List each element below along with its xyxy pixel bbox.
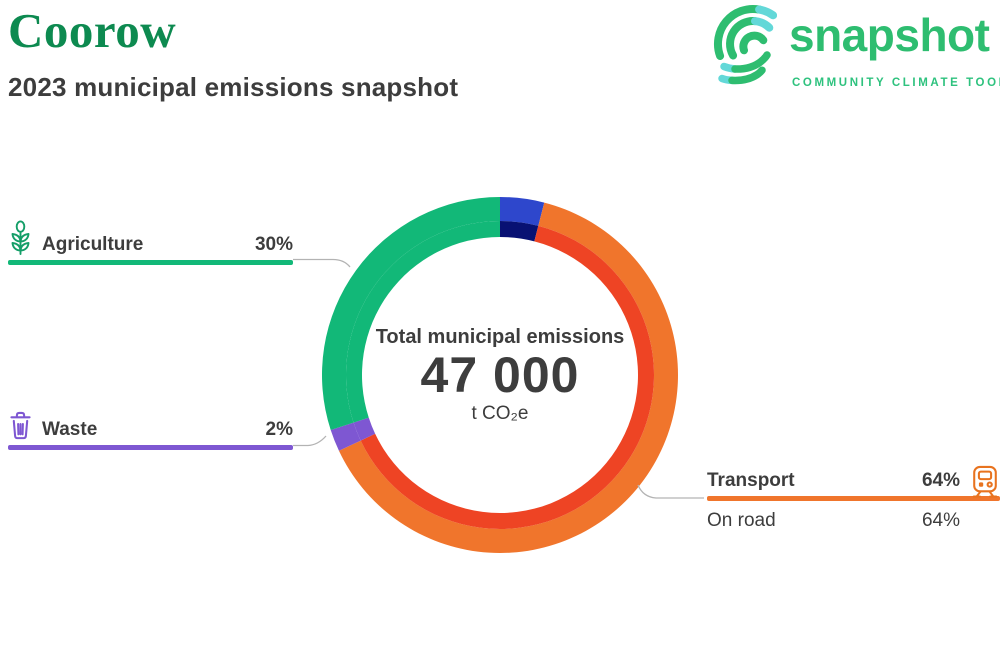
agriculture-value: 30%	[254, 234, 293, 255]
train-icon	[972, 465, 998, 498]
donut-segment-agriculture-inner[interactable]	[346, 221, 500, 423]
legend-waste: Waste 2%	[8, 408, 293, 450]
donut-segment-waste-outer[interactable]	[330, 422, 361, 451]
on-road-label: On road	[707, 509, 776, 531]
transport-color-bar	[707, 496, 1000, 501]
page-subtitle: 2023 municipal emissions snapshot	[8, 72, 459, 102]
snapshot-wordmark: snapshot	[789, 9, 990, 61]
waste-value: 2%	[265, 419, 293, 440]
trash-icon	[10, 411, 31, 440]
agriculture-label: Agriculture	[42, 234, 144, 255]
transport-subsector-row: On road 64%	[707, 510, 1000, 532]
on-road-value: 64%	[921, 509, 960, 531]
waste-color-bar	[8, 445, 293, 450]
transport-value: 64%	[921, 470, 960, 491]
train-icon-wrap	[970, 462, 1000, 505]
snapshot-logo-icon	[714, 4, 777, 85]
total-emissions-unit: t CO₂e	[471, 403, 529, 424]
plant-icon	[11, 220, 30, 255]
donut-segment-unlabeled-0-inner[interactable]	[500, 221, 539, 242]
transport-label: Transport	[707, 470, 795, 491]
snapshot-tagline: COMMUNITY CLIMATE TOOL	[792, 77, 1000, 89]
legend-agriculture: Agriculture 30%	[8, 220, 293, 265]
page-title: Coorow	[8, 3, 177, 58]
donut-segment-agriculture-outer[interactable]	[321, 197, 500, 431]
donut-segment-unlabeled-0-outer[interactable]	[500, 197, 545, 226]
total-emissions-title: Total municipal emissions	[375, 326, 625, 348]
total-emissions-value: 47 000	[420, 347, 580, 403]
donut-segment-waste-inner[interactable]	[353, 417, 376, 441]
agriculture-color-bar	[8, 260, 293, 265]
waste-label: Waste	[42, 419, 98, 440]
emissions-donut-chart[interactable]	[300, 175, 700, 575]
legend-transport: Transport 64% On road 64%	[707, 465, 1000, 532]
donut-center-label: Total municipal emissions 47 000 t CO₂e	[340, 326, 660, 425]
